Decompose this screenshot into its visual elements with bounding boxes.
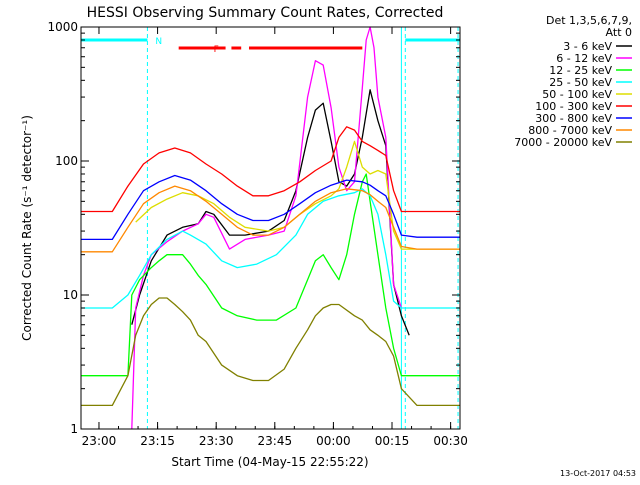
series-line-5 [81, 126, 460, 213]
flag-label-F: F [214, 45, 219, 55]
legend-label-3: 25 - 50 keV [549, 76, 612, 89]
legend-label-6: 300 - 800 keV [535, 112, 612, 125]
legend-label-1: 6 - 12 keV [556, 52, 612, 65]
x-tick-label-6: 00:30 [433, 434, 468, 448]
legend-header-line1: Det 1,3,5,6,7,9, [546, 14, 632, 27]
vertical-markers [146, 27, 459, 429]
series-line-4 [135, 140, 460, 250]
legend-label-2: 12 - 25 keV [549, 64, 612, 77]
legend-label-5: 100 - 300 keV [535, 100, 612, 113]
y-axis-label: Corrected Count Rate (s⁻¹ detector⁻¹) [20, 115, 34, 341]
y-tick-label-1: 10 [63, 288, 78, 302]
legend-label-8: 7000 - 20000 keV [514, 136, 612, 149]
series-line-1 [131, 26, 403, 430]
legend-header-line2: Att 0 [606, 26, 632, 39]
flag-bars: NF [81, 37, 460, 55]
x-tick-label-5: 00:15 [375, 434, 410, 448]
plot-area: NF 23:00 23:15 23:30 23:45 00:00 00:15 00:30 1… [47, 20, 467, 448]
series-line-2 [81, 173, 460, 377]
legend-label-4: 50 - 100 keV [542, 88, 612, 101]
x-axis-ticks: 23:00 23:15 23:30 23:45 00:00 00:15 00:30 [82, 27, 468, 448]
footer-timestamp: 13-Oct-2017 04:53 [560, 469, 636, 478]
series-line-6 [81, 174, 460, 241]
flag-label-N: N [155, 37, 162, 47]
series-line-0 [131, 89, 410, 336]
series-line-8 [81, 297, 460, 407]
legend-label-0: 3 - 6 keV [563, 40, 612, 53]
x-tick-label-0: 23:00 [82, 434, 117, 448]
series-line-3 [81, 188, 460, 309]
chart-title: HESSI Observing Summary Count Rates, Cor… [87, 5, 444, 21]
x-tick-label-1: 23:15 [140, 434, 175, 448]
x-tick-label-2: 23:30 [199, 434, 234, 448]
legend-label-7: 800 - 7000 keV [528, 124, 612, 137]
y-tick-label-2: 100 [55, 154, 78, 168]
plot-frame [80, 26, 461, 430]
x-tick-label-4: 00:00 [316, 434, 351, 448]
series-line-7 [81, 185, 460, 253]
y-tick-label-0: 1 [70, 422, 78, 436]
x-axis-label: Start Time (04-May-15 22:55:22) [171, 455, 368, 469]
y-tick-label-3: 1000 [47, 20, 78, 34]
series-lines [81, 26, 460, 430]
x-tick-label-3: 23:45 [258, 434, 293, 448]
y-axis-ticks: 1 10 100 1000 [47, 20, 460, 436]
